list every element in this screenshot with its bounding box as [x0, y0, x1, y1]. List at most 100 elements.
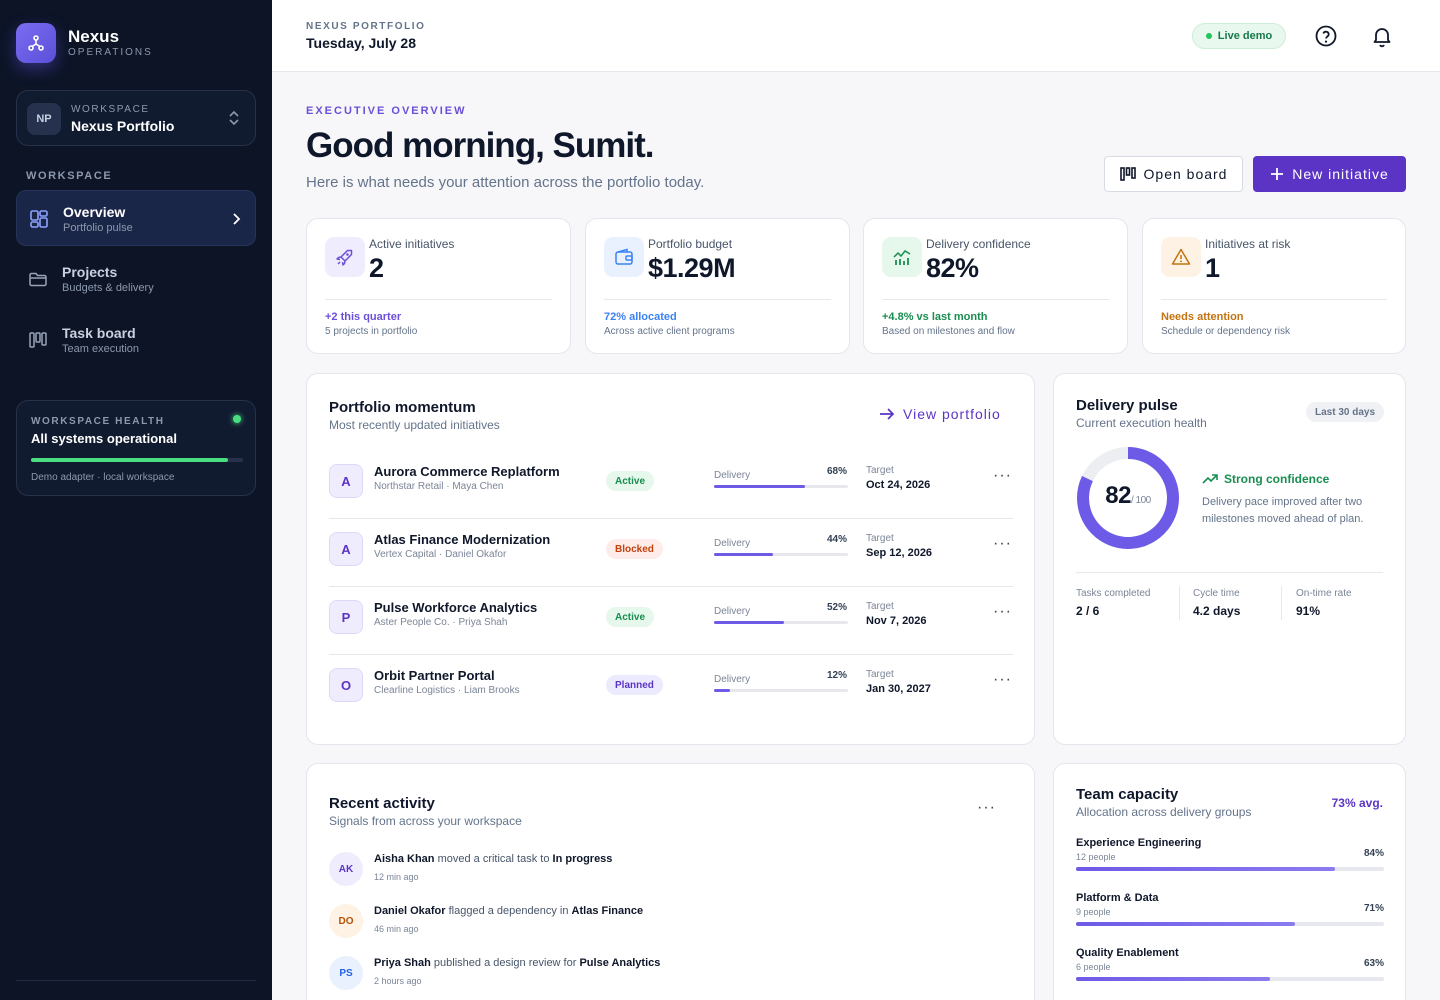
delivery-bar [714, 689, 848, 692]
nexus-logo[interactable] [16, 23, 56, 63]
kpi-icon-box [882, 237, 922, 277]
delivery-score-max: / 100 [1130, 495, 1151, 506]
sidebar: Nexus OPERATIONS NP WORKSPACE Nexus Port… [0, 0, 272, 1000]
capacity-bar-fill [1076, 922, 1295, 926]
kpi-icon-box [1161, 237, 1201, 277]
kpi-trend: 72% allocated [604, 311, 677, 323]
help-icon[interactable] [1314, 24, 1338, 48]
topbar: NEXUS PORTFOLIO Tuesday, July 28 Live de… [272, 0, 1440, 72]
kpi-divider [882, 299, 1109, 300]
initiative-avatar: P [329, 600, 363, 634]
chart-icon [893, 250, 911, 265]
avatar: PS [329, 956, 363, 990]
initiative-row[interactable]: O Orbit Partner Portal Clearline Logisti… [329, 655, 1013, 723]
workspace-switcher[interactable]: NP WORKSPACE Nexus Portfolio [16, 90, 256, 146]
initiative-row[interactable]: A Aurora Commerce Replatform Northstar R… [329, 451, 1013, 519]
brand-name: Nexus [68, 27, 120, 46]
initiative-name: Atlas Finance Modernization [374, 532, 551, 547]
card-title: Portfolio momentum [329, 399, 476, 416]
new-initiative-button[interactable]: New initiative [1253, 156, 1406, 192]
activity-text: Daniel Okafor flagged a dependency in At… [374, 905, 643, 917]
workspace-switcher-name: Nexus Portfolio [71, 118, 175, 134]
kpi-value: 2 [369, 253, 384, 283]
sidebar-item-label: Task board [62, 325, 136, 341]
more-options-button[interactable]: ··· [993, 603, 1012, 620]
pulse-divider [1076, 572, 1383, 573]
view-portfolio-link[interactable]: View portfolio [879, 406, 1001, 422]
capacity-bar [1076, 977, 1384, 981]
target-label: Target [866, 465, 894, 476]
date-range-pill[interactable]: Last 30 days [1306, 402, 1385, 422]
more-options-button[interactable]: ··· [993, 467, 1012, 484]
status-badge: Active [606, 607, 655, 627]
sidebar-item-sublabel: Budgets & delivery [62, 282, 154, 294]
delivery-score-donut [1077, 447, 1179, 549]
activity-actor[interactable]: Daniel Okafor [374, 905, 446, 917]
stat-label: On-time rate [1296, 588, 1352, 599]
confidence-label: Strong confidence [1224, 472, 1330, 486]
kpi-label: Delivery confidence [926, 237, 1031, 251]
view-portfolio-label: View portfolio [903, 406, 1001, 422]
activity-object[interactable]: Atlas Finance [571, 905, 644, 917]
bell-icon[interactable] [1370, 24, 1394, 48]
sidebar-item-projects[interactable]: Projects Budgets & delivery [16, 251, 256, 307]
sidebar-item-overview[interactable]: Overview Portfolio pulse [16, 190, 256, 246]
initiative-name: Pulse Workforce Analytics [374, 600, 538, 615]
initiative-row[interactable]: P Pulse Workforce Analytics Aster People… [329, 587, 1013, 655]
delivery-label: Delivery [714, 606, 751, 617]
activity-time: 12 min ago [374, 872, 419, 882]
team-allocation: 71% [1363, 903, 1384, 914]
pulse-stat-on-time-rate: On-time rate 91% [1296, 588, 1352, 618]
sidebar-item-task-board[interactable]: Task board Team execution [16, 312, 256, 368]
activity-actor[interactable]: Aisha Khan [374, 853, 435, 865]
more-options-button[interactable]: ··· [977, 799, 996, 816]
initiative-avatar: A [329, 464, 363, 498]
activity-actor[interactable]: Priya Shah [374, 957, 431, 969]
kpi-trend-note: Schedule or dependency risk [1161, 326, 1290, 337]
delivery-bar-fill [714, 689, 731, 692]
activity-text: Priya Shah published a design review for… [374, 957, 660, 969]
delivery-label: Delivery [714, 538, 751, 549]
initiative-meta: Northstar Retail · Maya Chen [374, 481, 504, 492]
card-subtitle: Allocation across delivery groups [1076, 805, 1252, 819]
delivery-label: Delivery [714, 674, 751, 685]
sidebar-item-sublabel: Portfolio pulse [63, 222, 133, 234]
team-size: 9 people [1076, 907, 1111, 917]
sidebar-item-label: Overview [63, 204, 126, 220]
stat-divider [1281, 586, 1282, 620]
portfolio-momentum-card: Portfolio momentum Most recently updated… [306, 373, 1035, 745]
stat-value: 2 / 6 [1076, 604, 1100, 618]
kpi-icon-box [604, 237, 644, 277]
more-options-button[interactable]: ··· [993, 671, 1012, 688]
recent-activity-card: Recent activity Signals from across your… [306, 763, 1035, 1000]
team-name: Platform & Data [1076, 892, 1159, 904]
initiative-avatar: A [329, 532, 363, 566]
activity-item: AK Aisha Khan moved a critical task to I… [329, 852, 989, 896]
initiative-meta: Aster People Co. · Priya Shah [374, 617, 508, 628]
target-label: Target [866, 533, 894, 544]
more-options-button[interactable]: ··· [993, 535, 1012, 552]
team-size: 12 people [1076, 852, 1116, 862]
live-demo-badge: Live demo [1192, 23, 1286, 49]
sidebar-item-label: Projects [62, 264, 118, 280]
kpi-divider [325, 299, 552, 300]
kpi-trend-note: 5 projects in portfolio [325, 326, 418, 337]
open-board-label: Open board [1143, 166, 1228, 182]
activity-object[interactable]: Pulse Analytics [579, 957, 661, 969]
capacity-bar-fill [1076, 867, 1335, 871]
wallet-icon [615, 248, 633, 265]
status-badge: Active [606, 471, 655, 491]
target-date: Oct 24, 2026 [866, 479, 931, 491]
activity-object[interactable]: In progress [552, 853, 613, 865]
initiative-row[interactable]: A Atlas Finance Modernization Vertex Cap… [329, 519, 1013, 587]
delivery-bar-fill [714, 485, 806, 488]
kpi-card-active-initiatives: Active initiatives 2 +2 this quarter 5 p… [306, 218, 571, 354]
kpi-label: Active initiatives [369, 237, 455, 251]
card-subtitle: Signals from across your workspace [329, 814, 522, 828]
share-nodes-icon [28, 35, 44, 51]
activity-time: 46 min ago [374, 924, 419, 934]
kpi-card-portfolio-budget: Portfolio budget $1.29M 72% allocated Ac… [585, 218, 850, 354]
open-board-button[interactable]: Open board [1104, 156, 1243, 192]
workspace-avatar: NP [27, 103, 61, 135]
card-title: Team capacity [1076, 786, 1179, 803]
